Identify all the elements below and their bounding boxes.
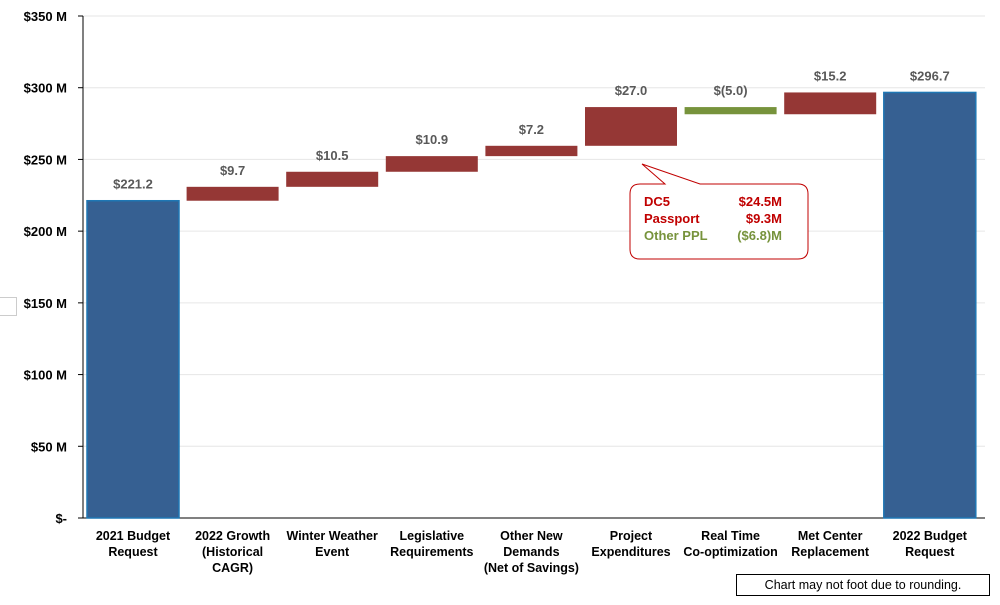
data-label: $15.2 xyxy=(814,68,847,83)
y-tick-label: $- xyxy=(55,511,67,526)
y-tick-label: $100 M xyxy=(24,368,67,383)
data-label: $10.9 xyxy=(416,132,449,147)
y-tick-label: $300 M xyxy=(24,81,67,96)
bar xyxy=(86,199,180,519)
x-tick-label: CAGR) xyxy=(212,561,253,575)
callout-value: $24.5M xyxy=(738,194,782,209)
x-tick-label: (Net of Savings) xyxy=(484,561,579,575)
cell-box xyxy=(0,297,17,316)
data-label: $296.7 xyxy=(910,68,950,83)
bar xyxy=(784,92,877,115)
x-tick-label: Replacement xyxy=(791,545,870,559)
callout-value: ($6.8)M xyxy=(737,228,782,243)
data-label: $27.0 xyxy=(615,83,648,98)
y-tick-label: $200 M xyxy=(24,224,67,239)
x-tick-label: Expenditures xyxy=(591,545,670,559)
project-expenditures-callout: DC5 $24.5M Passport $9.3M Other PPL ($6.8)M xyxy=(630,184,808,258)
x-tick-label: 2021 Budget xyxy=(96,529,171,543)
x-tick-label: Demands xyxy=(503,545,559,559)
callout-label: Passport xyxy=(644,211,700,226)
bar xyxy=(684,107,777,115)
callout-row-passport: Passport $9.3M xyxy=(630,211,808,228)
x-tick-label: Request xyxy=(905,545,955,559)
data-label: $7.2 xyxy=(519,122,544,137)
y-tick-label: $50 M xyxy=(31,439,67,454)
x-tick-label: 2022 Budget xyxy=(893,529,968,543)
x-tick-label: Requirements xyxy=(390,545,473,559)
data-label: $10.5 xyxy=(316,148,349,163)
data-label: $9.7 xyxy=(220,163,245,178)
data-label: $221.2 xyxy=(113,177,153,192)
bar xyxy=(883,91,977,519)
bar xyxy=(585,107,677,146)
x-tick-label: Legislative xyxy=(399,529,464,543)
x-tick-label: Request xyxy=(108,545,158,559)
data-label: $(5.0) xyxy=(714,83,748,98)
callout-row-dc5: DC5 $24.5M xyxy=(630,194,808,211)
callout-value: $9.3M xyxy=(745,211,782,226)
x-tick-label: Event xyxy=(315,545,350,559)
x-tick-label: Met Center xyxy=(798,529,863,543)
x-tick-label: Winter Weather xyxy=(287,529,378,543)
callout-row-other-ppl: Other PPL ($6.8)M xyxy=(630,228,808,245)
x-tick-label: Co-optimization xyxy=(683,545,777,559)
x-tick-label: (Historical xyxy=(202,545,263,559)
bar xyxy=(385,156,478,172)
y-tick-label: $350 M xyxy=(24,9,67,24)
x-tick-label: Real Time xyxy=(701,529,760,543)
callout-balloon xyxy=(629,163,809,260)
callout-label: DC5 xyxy=(644,194,671,209)
x-tick-label: 2022 Growth xyxy=(195,529,270,543)
rounding-footnote: Chart may not foot due to rounding. xyxy=(736,574,990,596)
y-tick-label: $150 M xyxy=(24,296,67,311)
bar xyxy=(186,186,279,201)
bar xyxy=(485,145,578,157)
x-tick-label: Other New xyxy=(500,529,563,543)
bar xyxy=(286,171,379,187)
y-tick-label: $250 M xyxy=(24,152,67,167)
callout-label: Other PPL xyxy=(644,228,708,243)
x-tick-label: Project xyxy=(610,529,653,543)
